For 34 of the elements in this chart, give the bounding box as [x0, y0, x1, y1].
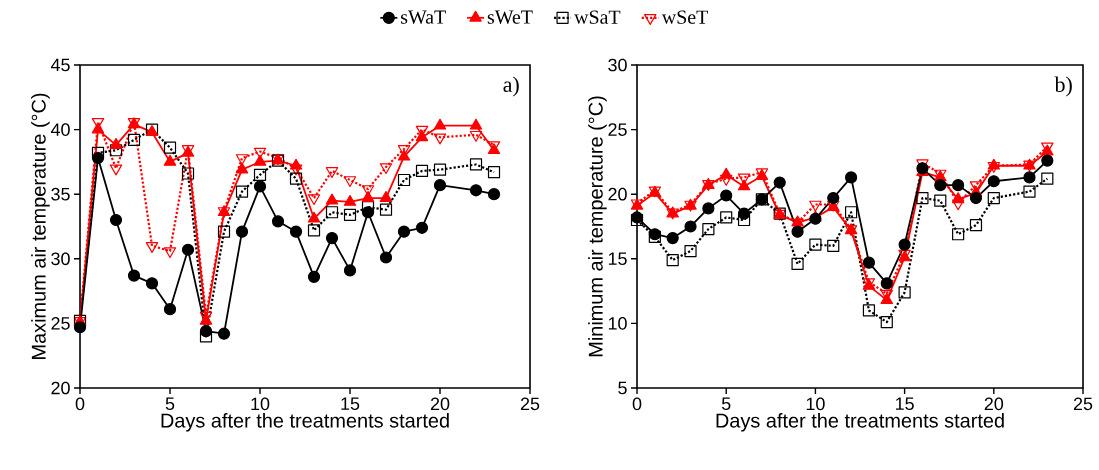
legend-label: wSeT: [661, 10, 708, 24]
x-axis-title: Days after the treatments started: [161, 413, 449, 432]
y-tick-label: 10: [608, 317, 627, 330]
y-tick-label: 20: [608, 187, 627, 201]
x-tick-label: 5: [165, 397, 175, 411]
x-tick-label: 25: [1073, 397, 1093, 411]
legend-label: wSaT: [574, 10, 621, 24]
legend-label: sWaT: [401, 10, 446, 24]
annotation: b): [1054, 76, 1072, 97]
x-tick-label: 15: [341, 397, 360, 411]
annotation: a): [503, 76, 519, 97]
x-tick-label: 10: [806, 397, 825, 411]
y-tick-label: 40: [50, 123, 70, 136]
y-tick-label: 35: [51, 187, 70, 201]
y-tick-label: 15: [608, 252, 627, 266]
y-tick-label: 20: [51, 381, 70, 395]
x-tick-label: 0: [632, 397, 642, 411]
y-tick-label: 5: [618, 381, 627, 395]
x-tick-label: 10: [251, 397, 270, 411]
x-tick-label: 20: [430, 397, 450, 411]
x-tick-label: 15: [896, 397, 914, 411]
x-axis-title: Days after the treatments started: [716, 413, 1004, 432]
legend-label: sWeT: [487, 10, 533, 24]
y-tick-label: 25: [608, 123, 627, 136]
y-tick-label: 30: [608, 58, 627, 72]
y-tick-label: 45: [50, 58, 70, 72]
y-axis-title: Maximum air temperature (°C): [31, 93, 50, 359]
y-tick-label: 25: [51, 317, 70, 330]
x-tick-label: 0: [75, 397, 85, 411]
y-axis-title: Minimum air temperature (°C): [588, 96, 607, 357]
x-tick-label: 5: [721, 397, 731, 411]
x-tick-label: 25: [520, 397, 540, 411]
y-tick-label: 30: [51, 252, 70, 266]
x-tick-label: 20: [984, 397, 1004, 411]
